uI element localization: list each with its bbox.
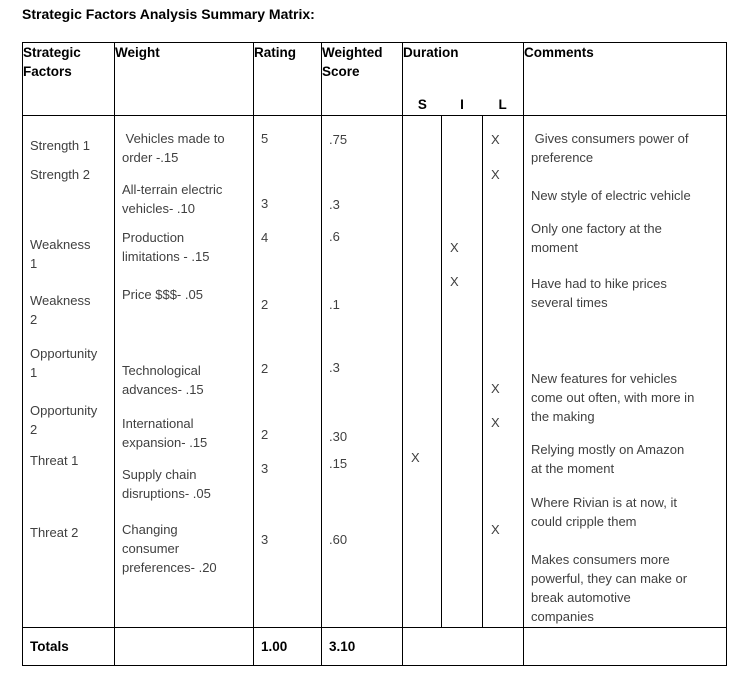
duration-mark: X xyxy=(491,132,500,147)
weight-value: All-terrain electric vehicles- .10 xyxy=(122,182,223,216)
col-header-rating: Rating xyxy=(253,42,322,116)
strategic-factors-matrix-table: Strategic Factors Weight Rating Weighted… xyxy=(22,42,727,666)
comment-text: Relying mostly on Amazon at the moment xyxy=(531,442,685,476)
rating-value: 2 xyxy=(261,361,269,376)
totals-row: Totals 1.00 3.10 xyxy=(22,627,727,666)
subheader-short: S xyxy=(417,97,427,112)
duration-mark: X xyxy=(491,381,500,396)
duration-mark: X xyxy=(491,415,500,430)
rating-value: 4 xyxy=(261,230,269,245)
factor-label: Threat 2 xyxy=(30,525,79,540)
comment-text: Gives consumers power of preference xyxy=(531,131,689,165)
rating-column: 5 3 4 2 2 2 3 3 xyxy=(253,115,322,628)
comment-text: Where Rivian is at now, it could cripple… xyxy=(531,495,677,529)
page-title: Strategic Factors Analysis Summary Matri… xyxy=(22,6,315,22)
duration-short-column: X xyxy=(402,115,442,628)
factor-label: Weakness 1 xyxy=(30,237,91,271)
weight-value: Changing consumer preferences- .20 xyxy=(122,522,217,575)
subheader-long: L xyxy=(498,97,507,112)
duration-mark: X xyxy=(411,450,420,465)
comments-column: Gives consumers power of preference New … xyxy=(523,115,727,628)
comment-text: Only one factory at the moment xyxy=(531,221,662,255)
strategic-factors-column: Strength 1 Strength 2 Weakness 1 Weaknes… xyxy=(22,115,115,628)
weight-column: Vehicles made to order -.15 All-terrain … xyxy=(114,115,254,628)
totals-weight-cell xyxy=(114,627,254,666)
duration-long-column: X X X X X xyxy=(482,115,524,628)
subheader-intermediate: I xyxy=(460,97,464,112)
weight-value: Technological advances- .15 xyxy=(122,363,204,397)
weighted-score-value: .75 xyxy=(329,132,348,147)
totals-weight-sum-cell: 1.00 xyxy=(253,627,322,666)
weight-value: International expansion- .15 xyxy=(122,416,208,450)
factor-label: Strength 2 xyxy=(30,167,90,182)
col-header-comments: Comments xyxy=(523,42,727,116)
weighted-score-column: .75 .3 .6 .1 .3 .30 .15 .60 xyxy=(321,115,403,628)
comment-text: Have had to hike prices several times xyxy=(531,276,667,310)
weight-value: Vehicles made to order -.15 xyxy=(122,131,225,165)
weighted-score-value: .3 xyxy=(329,197,340,212)
body-row: Strength 1 Strength 2 Weakness 1 Weaknes… xyxy=(22,115,727,628)
factor-label: Strength 1 xyxy=(30,138,90,153)
rating-value: 3 xyxy=(261,196,269,211)
duration-label: Duration xyxy=(403,45,459,60)
duration-mark: X xyxy=(450,240,459,255)
weighted-score-value: .6 xyxy=(329,229,340,244)
col-header-duration: Duration S I L xyxy=(402,42,524,116)
rating-value: 5 xyxy=(261,131,269,146)
col-header-weight: Weight xyxy=(114,42,254,116)
rating-value: 2 xyxy=(261,427,269,442)
comment-text: New features for vehicles come out often… xyxy=(531,371,695,424)
duration-subheaders: S I L xyxy=(403,95,523,114)
duration-mark: X xyxy=(450,274,459,289)
weighted-score-value: .1 xyxy=(329,297,340,312)
totals-duration-cell xyxy=(402,627,524,666)
col-header-strategic-factors: Strategic Factors xyxy=(22,42,115,116)
totals-comments-cell xyxy=(523,627,727,666)
weighted-score-value: .3 xyxy=(329,360,340,375)
factor-label: Threat 1 xyxy=(30,453,79,468)
weight-value: Supply chain disruptions- .05 xyxy=(122,467,211,501)
duration-mark: X xyxy=(491,522,500,537)
comment-text: Makes consumers more powerful, they can … xyxy=(531,552,688,624)
factor-label: Opportunity 2 xyxy=(30,403,98,437)
weight-value: Production limitations - .15 xyxy=(122,230,210,264)
rating-value: 3 xyxy=(261,461,269,476)
col-header-weighted-score: Weighted Score xyxy=(321,42,403,116)
weight-value: Price $$$- .05 xyxy=(122,287,203,302)
weighted-score-value: .60 xyxy=(329,532,348,547)
header-row: Strategic Factors Weight Rating Weighted… xyxy=(22,42,727,116)
duration-intermediate-column: X X xyxy=(441,115,483,628)
totals-label-cell: Totals xyxy=(22,627,115,666)
rating-value: 3 xyxy=(261,532,269,547)
totals-weighted-score-sum-cell: 3.10 xyxy=(321,627,403,666)
comment-text: New style of electric vehicle xyxy=(531,188,691,203)
factor-label: Opportunity 1 xyxy=(30,346,98,380)
weighted-score-value: .15 xyxy=(329,456,348,471)
weighted-score-value: .30 xyxy=(329,429,348,444)
duration-mark: X xyxy=(491,167,500,182)
factor-label: Weakness 2 xyxy=(30,293,91,327)
rating-value: 2 xyxy=(261,297,269,312)
